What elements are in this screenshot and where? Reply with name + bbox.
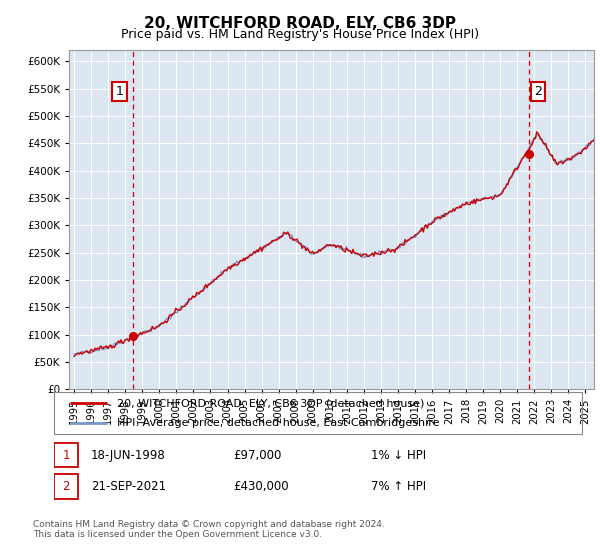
Bar bbox=[54, 443, 78, 467]
Text: 7% ↑ HPI: 7% ↑ HPI bbox=[371, 480, 426, 493]
Bar bbox=[54, 474, 78, 499]
Text: 1: 1 bbox=[62, 449, 70, 461]
Text: 1% ↓ HPI: 1% ↓ HPI bbox=[371, 449, 426, 461]
Text: 21-SEP-2021: 21-SEP-2021 bbox=[91, 480, 166, 493]
Text: 2: 2 bbox=[62, 480, 70, 493]
Text: 20, WITCHFORD ROAD, ELY, CB6 3DP (detached house): 20, WITCHFORD ROAD, ELY, CB6 3DP (detach… bbox=[118, 398, 425, 408]
Text: £430,000: £430,000 bbox=[233, 480, 289, 493]
Text: 2: 2 bbox=[534, 85, 542, 98]
Text: 1: 1 bbox=[116, 85, 124, 98]
Text: HPI: Average price, detached house, East Cambridgeshire: HPI: Average price, detached house, East… bbox=[118, 418, 440, 428]
Text: £97,000: £97,000 bbox=[233, 449, 282, 461]
Text: Price paid vs. HM Land Registry's House Price Index (HPI): Price paid vs. HM Land Registry's House … bbox=[121, 28, 479, 41]
Text: 18-JUN-1998: 18-JUN-1998 bbox=[91, 449, 166, 461]
Text: 20, WITCHFORD ROAD, ELY, CB6 3DP: 20, WITCHFORD ROAD, ELY, CB6 3DP bbox=[144, 16, 456, 31]
Text: Contains HM Land Registry data © Crown copyright and database right 2024.
This d: Contains HM Land Registry data © Crown c… bbox=[33, 520, 385, 539]
